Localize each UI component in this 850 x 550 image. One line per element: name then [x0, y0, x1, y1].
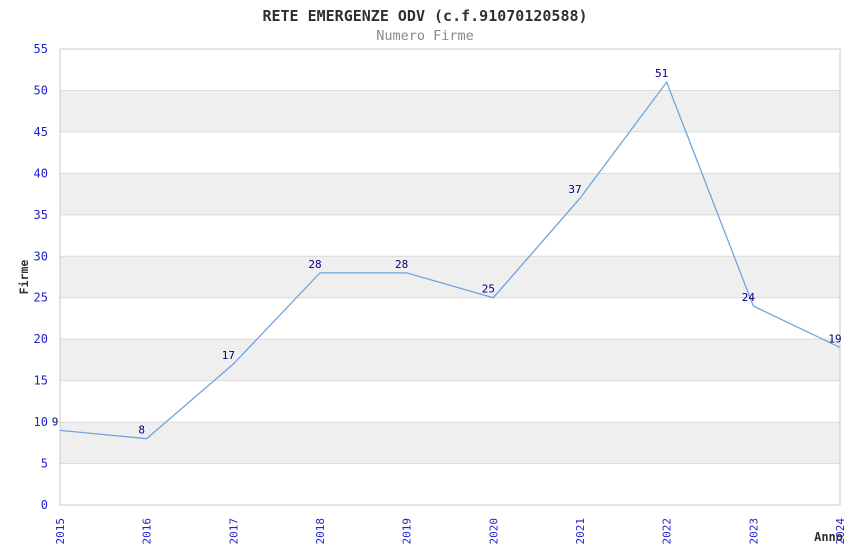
- x-tick-label: 2020: [487, 518, 500, 545]
- y-tick-label: 30: [34, 249, 48, 263]
- gridlines: [60, 89, 840, 465]
- x-axis-title: Anno: [814, 530, 843, 544]
- band: [60, 173, 840, 215]
- y-tick-label: 5: [41, 457, 48, 471]
- y-tick-label: 45: [34, 125, 48, 139]
- series-line: [59, 80, 841, 440]
- data-label: 17: [222, 349, 235, 362]
- y-tick-label: 35: [34, 208, 48, 222]
- x-tick-label: 2019: [401, 518, 414, 545]
- x-tick-label: 2017: [227, 518, 240, 545]
- x-tick-label: 2021: [574, 518, 587, 545]
- background-bands: [60, 90, 840, 464]
- data-label: 9: [52, 415, 59, 428]
- y-tick-label: 50: [34, 83, 48, 97]
- y-tick-label: 15: [34, 374, 48, 388]
- data-label: 25: [482, 283, 495, 296]
- y-tick-label: 0: [41, 498, 48, 512]
- data-label: 28: [395, 258, 408, 271]
- x-tick-labels: 2015 2016 2017 2018 2019 2020 2021 2022 2023 2024: [54, 518, 847, 545]
- y-tick-label: 25: [34, 291, 48, 305]
- band: [60, 422, 840, 464]
- data-label: 24: [742, 291, 756, 304]
- y-tick-labels: 0 5 10 15 20 25 30 35 40 45 50 55: [34, 42, 48, 512]
- y-tick-label: 10: [34, 415, 48, 429]
- y-tick-label: 55: [34, 42, 48, 56]
- data-line: [59, 80, 841, 440]
- x-tick-label: 2018: [314, 518, 327, 545]
- data-label: 8: [138, 424, 145, 437]
- data-labels: 9 8 17 28 28 25 37 51 24 19: [52, 67, 842, 437]
- y-tick-label: 40: [34, 166, 48, 180]
- plot-border: [59, 48, 841, 506]
- x-tick-label: 2015: [54, 518, 67, 545]
- y-axis-title: Firme: [17, 260, 31, 295]
- chart-title: RETE EMERGENZE ODV (c.f.91070120588): [262, 7, 587, 25]
- x-tick-label: 2023: [747, 518, 760, 545]
- data-label: 37: [568, 183, 581, 196]
- chart-subtitle: Numero Firme: [376, 28, 474, 44]
- band: [60, 339, 840, 381]
- y-tick-label: 20: [34, 332, 48, 346]
- x-tick-label: 2022: [661, 518, 674, 545]
- data-label: 28: [308, 258, 321, 271]
- x-tick-label: 2024: [834, 518, 847, 545]
- data-label: 51: [655, 67, 668, 80]
- data-label: 19: [828, 332, 841, 345]
- x-tick-label: 2016: [141, 518, 154, 545]
- band: [60, 90, 840, 132]
- band: [60, 256, 840, 298]
